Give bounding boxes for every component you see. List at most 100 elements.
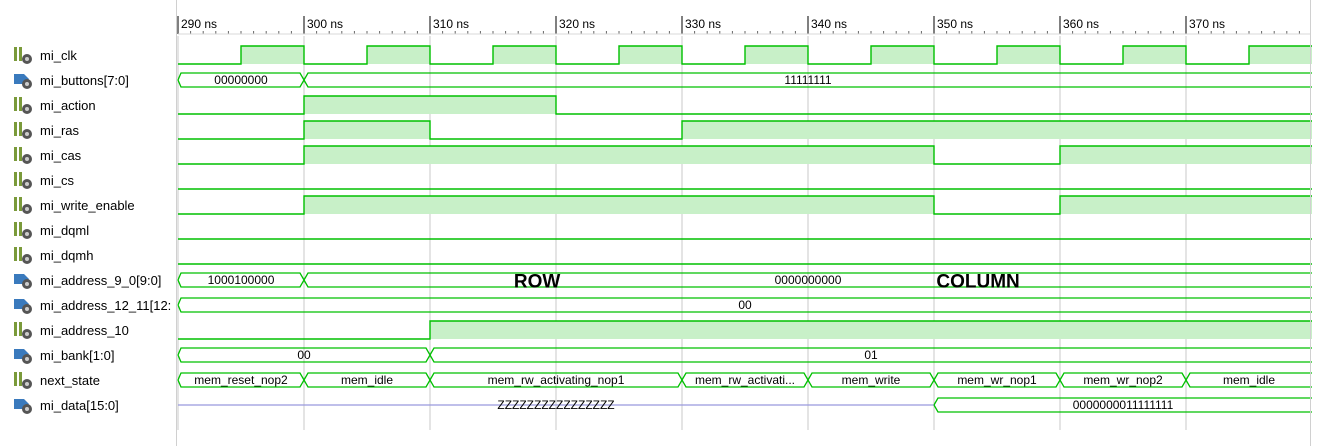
logic-waveform xyxy=(178,120,1312,140)
logic-high-fill xyxy=(1060,146,1312,164)
signal-name: mi_ras xyxy=(40,122,80,138)
time-tick-label: 310 ns xyxy=(433,17,469,31)
signal-row-12[interactable]: mi_bank[1:0] xyxy=(12,344,114,366)
right-edge-divider xyxy=(1310,0,1311,446)
bus-value-label: mem_wr_nop2 xyxy=(1083,373,1163,387)
bus-value-label: mem_idle xyxy=(341,373,393,387)
signal-name: mi_write_enable xyxy=(40,197,135,213)
bus-signal-icon xyxy=(12,295,34,315)
annotation-label: ROW xyxy=(514,272,561,293)
logic-high-fill xyxy=(997,46,1060,64)
annotation-label: COLUMN xyxy=(936,272,1019,293)
bus-signal-icon xyxy=(12,270,34,290)
logic-high-fill xyxy=(304,146,934,164)
bus-value-label: 00000000 xyxy=(214,73,268,87)
signal-row-8[interactable]: mi_dqmh xyxy=(12,244,93,266)
logic-waveform xyxy=(178,145,1312,165)
signal-name: mi_dqml xyxy=(40,222,90,238)
logic-waveform xyxy=(178,195,1312,215)
bus-value-label: 1000100000 xyxy=(208,273,275,287)
bus-value-label: mem_rw_activati... xyxy=(695,373,795,387)
logic-waveform xyxy=(178,45,1312,65)
bus-value-label: 0000000011111111 xyxy=(1073,398,1174,412)
bus-segment xyxy=(303,272,1312,288)
logic-high-fill xyxy=(745,46,808,64)
logic-signal-icon xyxy=(12,245,34,265)
time-tick-label: 370 ns xyxy=(1189,17,1225,31)
signal-name: mi_cs xyxy=(40,172,74,188)
logic-waveform xyxy=(178,320,1312,340)
bus-value-label: 11111111 xyxy=(784,73,831,87)
signal-name: mi_action xyxy=(40,97,96,113)
logic-signal-icon xyxy=(12,145,34,165)
bus-value-label: 00 xyxy=(738,298,752,312)
bus-segment xyxy=(303,72,1312,88)
logic-high-fill xyxy=(367,46,430,64)
signal-name: mi_buttons[7:0] xyxy=(40,72,129,88)
logic-signal-icon xyxy=(12,120,34,140)
bus-signal-icon xyxy=(12,70,34,90)
logic-signal-icon xyxy=(12,95,34,115)
signal-row-1[interactable]: mi_buttons[7:0] xyxy=(12,69,129,91)
signal-row-7[interactable]: mi_dqml xyxy=(12,219,89,241)
time-tick-label: 330 ns xyxy=(685,17,721,31)
bus-value-label: mem_wr_nop1 xyxy=(957,373,1037,387)
time-tick-label: 350 ns xyxy=(937,17,973,31)
logic-high-fill xyxy=(871,46,934,64)
signal-row-9[interactable]: mi_address_9_0[9:0] xyxy=(12,269,161,291)
logic-high-fill xyxy=(241,46,304,64)
bus-value-label: ZZZZZZZZZZZZZZZZ xyxy=(497,398,614,412)
signal-name: mi_bank[1:0] xyxy=(40,347,115,363)
logic-signal-icon xyxy=(12,220,34,240)
bus-value-label: mem_reset_nop2 xyxy=(194,373,288,387)
signal-row-3[interactable]: mi_ras xyxy=(12,119,79,141)
logic-signal-icon xyxy=(12,320,34,340)
signal-name: mi_cas xyxy=(40,147,82,163)
logic-high-fill xyxy=(304,121,430,139)
bus-segment xyxy=(429,347,1312,363)
signal-row-14[interactable]: mi_data[15:0] xyxy=(12,394,119,416)
logic-high-fill xyxy=(1060,196,1312,214)
signal-name: next_state xyxy=(40,372,100,388)
signal-row-6[interactable]: mi_write_enable xyxy=(12,194,135,216)
signal-row-13[interactable]: next_state xyxy=(12,369,100,391)
signal-name-panel: mi_clk mi_buttons[7:0] mi_action mi_ras mi_c… xyxy=(0,0,176,446)
signal-row-2[interactable]: mi_action xyxy=(12,94,96,116)
signal-row-11[interactable]: mi_address_10 xyxy=(12,319,129,341)
logic-high-fill xyxy=(682,121,1312,139)
signal-name: mi_dqmh xyxy=(40,247,94,263)
logic-signal-icon xyxy=(12,45,34,65)
logic-high-fill xyxy=(1249,46,1312,64)
logic-high-fill xyxy=(304,96,556,114)
time-tick-label: 320 ns xyxy=(559,17,595,31)
time-tick-label: 300 ns xyxy=(307,17,343,31)
bus-signal-icon xyxy=(12,345,34,365)
bus-segment xyxy=(933,397,1312,413)
logic-signal-icon xyxy=(12,195,34,215)
signal-name: mi_address_9_0[9:0] xyxy=(40,272,162,288)
logic-high-fill xyxy=(619,46,682,64)
signal-row-5[interactable]: mi_cs xyxy=(12,169,74,191)
bus-value-label: 01 xyxy=(864,348,878,362)
signal-name: mi_address_10 xyxy=(40,322,129,338)
signal-row-10[interactable]: mi_address_12_11[12: xyxy=(12,294,171,316)
bus-value-label: mem_rw_activating_nop1 xyxy=(488,373,625,387)
bus-segment xyxy=(1185,372,1312,388)
bus-value-label: mem_write xyxy=(842,373,901,387)
signal-name: mi_data[15:0] xyxy=(40,397,119,413)
time-tick-label: 290 ns xyxy=(181,17,217,31)
bus-value-label: 00 xyxy=(297,348,311,362)
time-tick-label: 340 ns xyxy=(811,17,847,31)
signal-row-0[interactable]: mi_clk xyxy=(12,44,77,66)
panel-divider[interactable] xyxy=(176,0,177,446)
signal-name: mi_clk xyxy=(40,47,77,63)
signal-row-4[interactable]: mi_cas xyxy=(12,144,81,166)
logic-high-fill xyxy=(1123,46,1186,64)
logic-high-fill xyxy=(304,196,934,214)
logic-high-fill xyxy=(493,46,556,64)
logic-high-fill xyxy=(430,321,1312,339)
bus-segment xyxy=(177,297,1312,313)
bus-value-label: 0000000000 xyxy=(775,273,842,287)
bus-value-label: mem_idle xyxy=(1223,373,1275,387)
